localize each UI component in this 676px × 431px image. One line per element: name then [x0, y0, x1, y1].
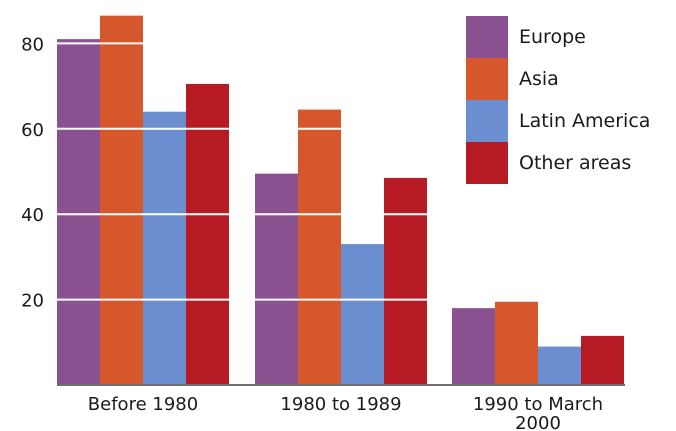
legend-label-other-areas: Other areas [519, 152, 631, 174]
legend-label-europe: Europe [519, 26, 586, 48]
x-category-labels: Before 1980 1980 to 1989 1990 to March 2000 [88, 394, 603, 431]
bar-latin-america-1 [143, 111, 186, 385]
bar-latin-america-2 [341, 244, 384, 385]
legend-swatch-other-areas [466, 142, 508, 184]
x-category-label-3: 1990 to March 2000 [473, 394, 603, 431]
legend-swatch-latin-america [466, 100, 508, 142]
bar-other-areas-3 [581, 335, 624, 385]
y-tick-label-80: 80 [21, 34, 44, 55]
bars-layer [57, 15, 624, 386]
legend: Europe Asia Latin America Other areas [466, 16, 650, 184]
legend-label-latin-america: Latin America [519, 110, 650, 132]
bar-other-areas-1 [186, 83, 229, 385]
bar-asia-1 [100, 15, 143, 386]
legend-label-asia: Asia [519, 68, 559, 90]
gridlines-layer [57, 42, 625, 301]
legend-swatch-asia [466, 58, 508, 100]
bar-europe-1 [57, 39, 100, 385]
y-tick-label-40: 40 [21, 205, 44, 226]
bar-latin-america-3 [538, 346, 581, 385]
bar-asia-3 [495, 301, 538, 385]
y-tick-label-60: 60 [21, 120, 44, 141]
x-category-label-1: Before 1980 [88, 394, 198, 415]
bar-europe-2 [255, 173, 298, 385]
x-category-label-2: 1980 to 1989 [280, 394, 401, 415]
legend-swatch-europe [466, 16, 508, 58]
bar-europe-3 [452, 308, 495, 385]
y-tick-label-20: 20 [21, 291, 44, 312]
bar-other-areas-2 [384, 177, 427, 385]
bar-asia-2 [298, 109, 341, 386]
y-tick-labels: 20 40 60 80 [21, 34, 44, 311]
